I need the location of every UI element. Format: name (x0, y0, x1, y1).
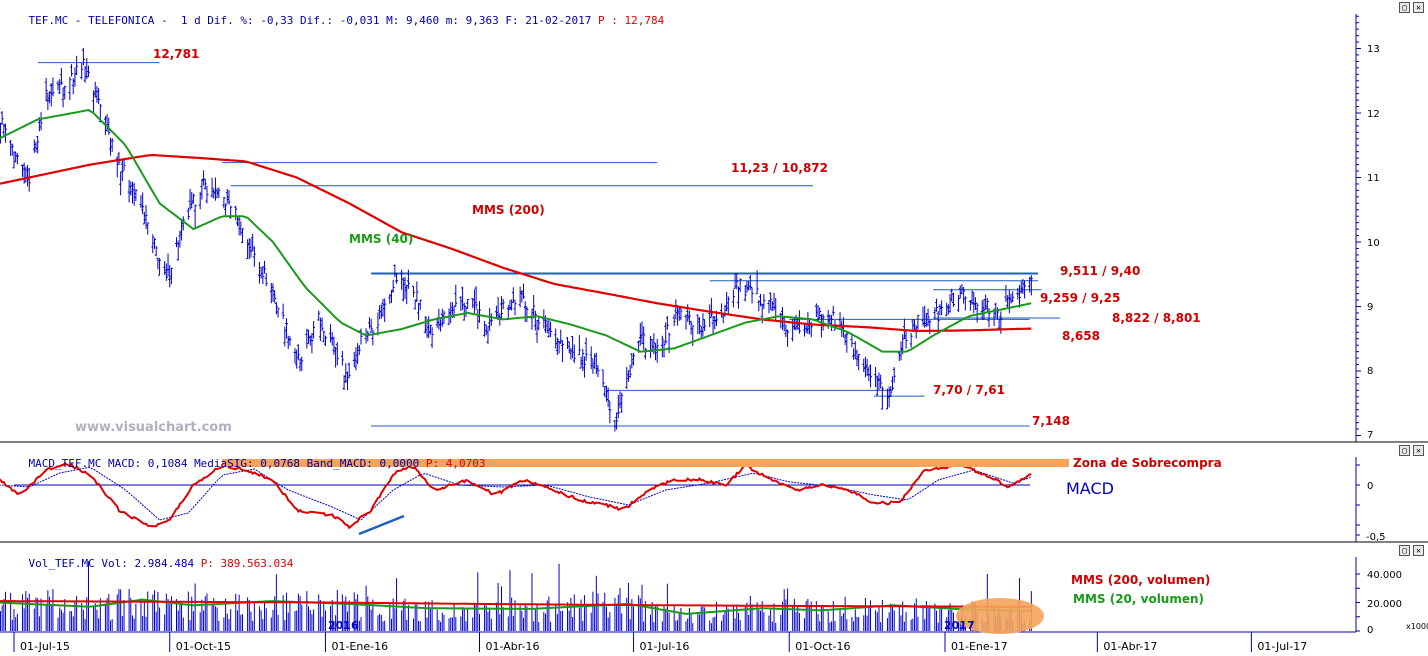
price-header-text: TEF.MC - TELEFONICA - 1 d Dif. %: -0,33 … (28, 14, 599, 27)
label-s1: 7,70 / 7,61 (933, 383, 1005, 397)
price-ytick: 13 (1367, 44, 1380, 55)
label-r2: 9,511 / 9,40 (1060, 264, 1140, 278)
ma40-line (0, 109, 1032, 353)
macd-ytick: 0 (1367, 481, 1373, 492)
x-axis-label: 01-Jul-16 (640, 640, 690, 652)
moving-averages-layer (0, 109, 1032, 353)
macd-panel-close-icon[interactable]: ✕ (1413, 445, 1424, 456)
year-mark-2017: 2017 (944, 619, 975, 632)
macd-trendline (358, 514, 405, 536)
macd-header-text: MACD_TEF.MC MACD: 0,1084 MediaSIG: 0,076… (28, 457, 426, 470)
label-r1: 11,23 / 10,872 (731, 161, 828, 175)
watermark: www.visualchart.com (75, 420, 232, 435)
price-ytick: 12 (1367, 109, 1380, 120)
macd-header: MACD_TEF.MC MACD: 0,1084 MediaSIG: 0,076… (2, 444, 486, 483)
x-axis-label: 01-Oct-15 (176, 640, 231, 652)
label-r5: 8,658 (1062, 329, 1100, 343)
vol-ma200-line (0, 600, 1032, 609)
price-panel-close-icon[interactable]: ✕ (1413, 2, 1424, 13)
price-panel-maximize-icon[interactable]: ▢ (1399, 2, 1410, 13)
vol-ytick: 0 (1367, 625, 1373, 636)
price-ytick: 9 (1367, 302, 1373, 313)
macd-layer (0, 461, 1032, 530)
legend-mms20-vol: MMS (20, volumen) (1073, 592, 1204, 606)
label-high: 12,781 (153, 47, 199, 61)
vol-ytick: 40.000 (1367, 570, 1402, 581)
volume-header: Vol_TEF.MC Vol: 2.984.484 P: 389.563.034 (2, 544, 294, 583)
macd-panel-maximize-icon[interactable]: ▢ (1399, 445, 1410, 456)
volume-header-text: Vol_TEF.MC Vol: 2.984.484 (28, 557, 201, 570)
price-panel-frame (0, 14, 1356, 442)
macd-ytick: -0,5 (1366, 532, 1386, 543)
label-r4: 8,822 / 8,801 (1112, 311, 1201, 325)
volume-highlight-ellipse (956, 598, 1044, 634)
label-s2: 7,148 (1032, 414, 1070, 428)
axis-ticks-layer (1356, 15, 1361, 632)
x-axis-label: 01-Abr-17 (1103, 640, 1157, 652)
x-axis-label: 01-Ene-17 (951, 640, 1008, 652)
price-ytick: 10 (1367, 238, 1380, 249)
label-r3: 9,259 / 9,25 (1040, 291, 1120, 305)
overbought-zone-label: Zona de Sobrecompra (1073, 456, 1222, 470)
volume-panel-maximize-icon[interactable]: ▢ (1399, 545, 1410, 556)
label-mms40: MMS (40) (349, 232, 413, 246)
vol-scale-note: x1000 (1406, 622, 1428, 631)
x-axis-label: 01-Jul-15 (20, 640, 70, 652)
year-mark-2016: 2016 (328, 619, 359, 632)
macd-header-p: P: 4,0703 (425, 457, 486, 470)
price-ytick: 8 (1367, 366, 1373, 377)
price-header: TEF.MC - TELEFONICA - 1 d Dif. %: -0,33 … (2, 1, 665, 40)
x-axis-label: 01-Ene-16 (331, 640, 388, 652)
x-axis-labels: 01-Jul-15 01-Oct-15 01-Ene-16 01-Abr-16 01-J… (13, 632, 1307, 653)
legend-mms200-vol: MMS (200, volumen) (1071, 573, 1210, 587)
macd-title: MACD (1066, 479, 1114, 498)
price-ytick: 7 (1367, 430, 1373, 441)
x-axis-label: 01-Abr-16 (486, 640, 540, 652)
volume-panel-close-icon[interactable]: ✕ (1413, 545, 1424, 556)
label-mms200: MMS (200) (472, 203, 545, 217)
macd-signal-line (0, 466, 1032, 521)
ma200-line (0, 153, 1032, 333)
support-resistance-lines (37, 62, 1061, 427)
price-ytick: 11 (1367, 173, 1380, 184)
macd-line (0, 461, 1032, 530)
x-axis-label: 01-Oct-16 (795, 640, 850, 652)
volume-header-p: P: 389.563.034 (200, 557, 294, 570)
overbought-zone-band (222, 459, 1069, 467)
x-axis-label: 01-Jul-17 (1257, 640, 1307, 652)
price-header-p: P : 12,784 (598, 14, 665, 27)
vol-ytick: 20.000 (1367, 599, 1402, 610)
